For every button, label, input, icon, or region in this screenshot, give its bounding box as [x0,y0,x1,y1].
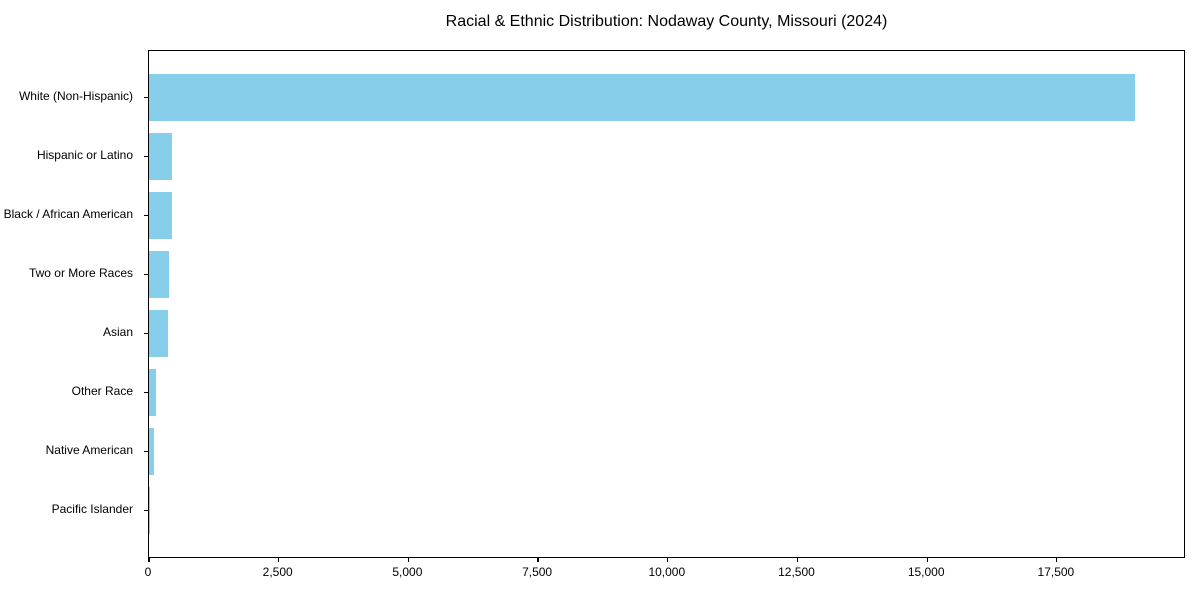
bar-asian [149,309,168,358]
x-axis-labels: 0 2,500 5,000 7,500 10,000 12,500 15,000 17,500 [145,558,1185,588]
bar-white-non-hispanic [149,74,1135,122]
y-tick-label: Native American [45,442,133,457]
x-tick-mark [667,558,669,562]
y-tick-label: Asian [102,324,133,339]
x-tick-mark [796,558,799,562]
x-tick-label: 10,000 [648,565,686,579]
chart-title: Racial & Ethnic Distribution: Nodaway Co… [445,13,888,30]
y-tick-mark [144,332,148,335]
y-tick-label: White (Non-Hispanic) [18,89,133,104]
x-tick-label: 0 [144,565,152,579]
bar-native-american [149,427,154,476]
bar-two-or-more-races [149,250,170,299]
x-tick-label: 5,000 [392,565,423,579]
bar-black-african-american [149,191,172,240]
x-tick-mark [148,558,150,562]
x-tick-mark [926,558,928,562]
y-tick-mark [144,96,148,99]
y-tick-label: Hispanic or Latino [36,148,133,163]
x-tick-mark [537,558,539,562]
y-tick-mark [144,450,148,453]
y-tick-mark [144,509,148,511]
y-tick-mark [144,214,148,217]
x-tick-label: 7,500 [522,565,553,579]
y-axis-labels: White (Non-Hispanic) Hispanic or Latino Bl… [0,50,140,558]
x-tick-label: 2,500 [262,565,293,579]
y-tick-mark [144,273,148,276]
y-tick-label: Black / African American [3,207,133,222]
x-tick-label: 17,500 [1037,565,1075,579]
bar-hispanic-or-latino [149,132,173,181]
x-tick-mark [1056,558,1058,562]
y-tick-label: Two or More Races [28,266,133,280]
x-tick-label: 12,500 [778,565,815,579]
x-tick-mark [278,558,280,562]
y-tick-label: Other Race [71,383,133,398]
y-tick-mark [144,391,148,394]
bar-other-race [149,368,156,417]
y-tick-mark [144,155,148,158]
x-tick-mark [407,558,409,562]
x-tick-label: 15,000 [907,565,945,579]
y-tick-label: Pacific Islander [51,501,133,516]
plot-area [144,50,1185,562]
